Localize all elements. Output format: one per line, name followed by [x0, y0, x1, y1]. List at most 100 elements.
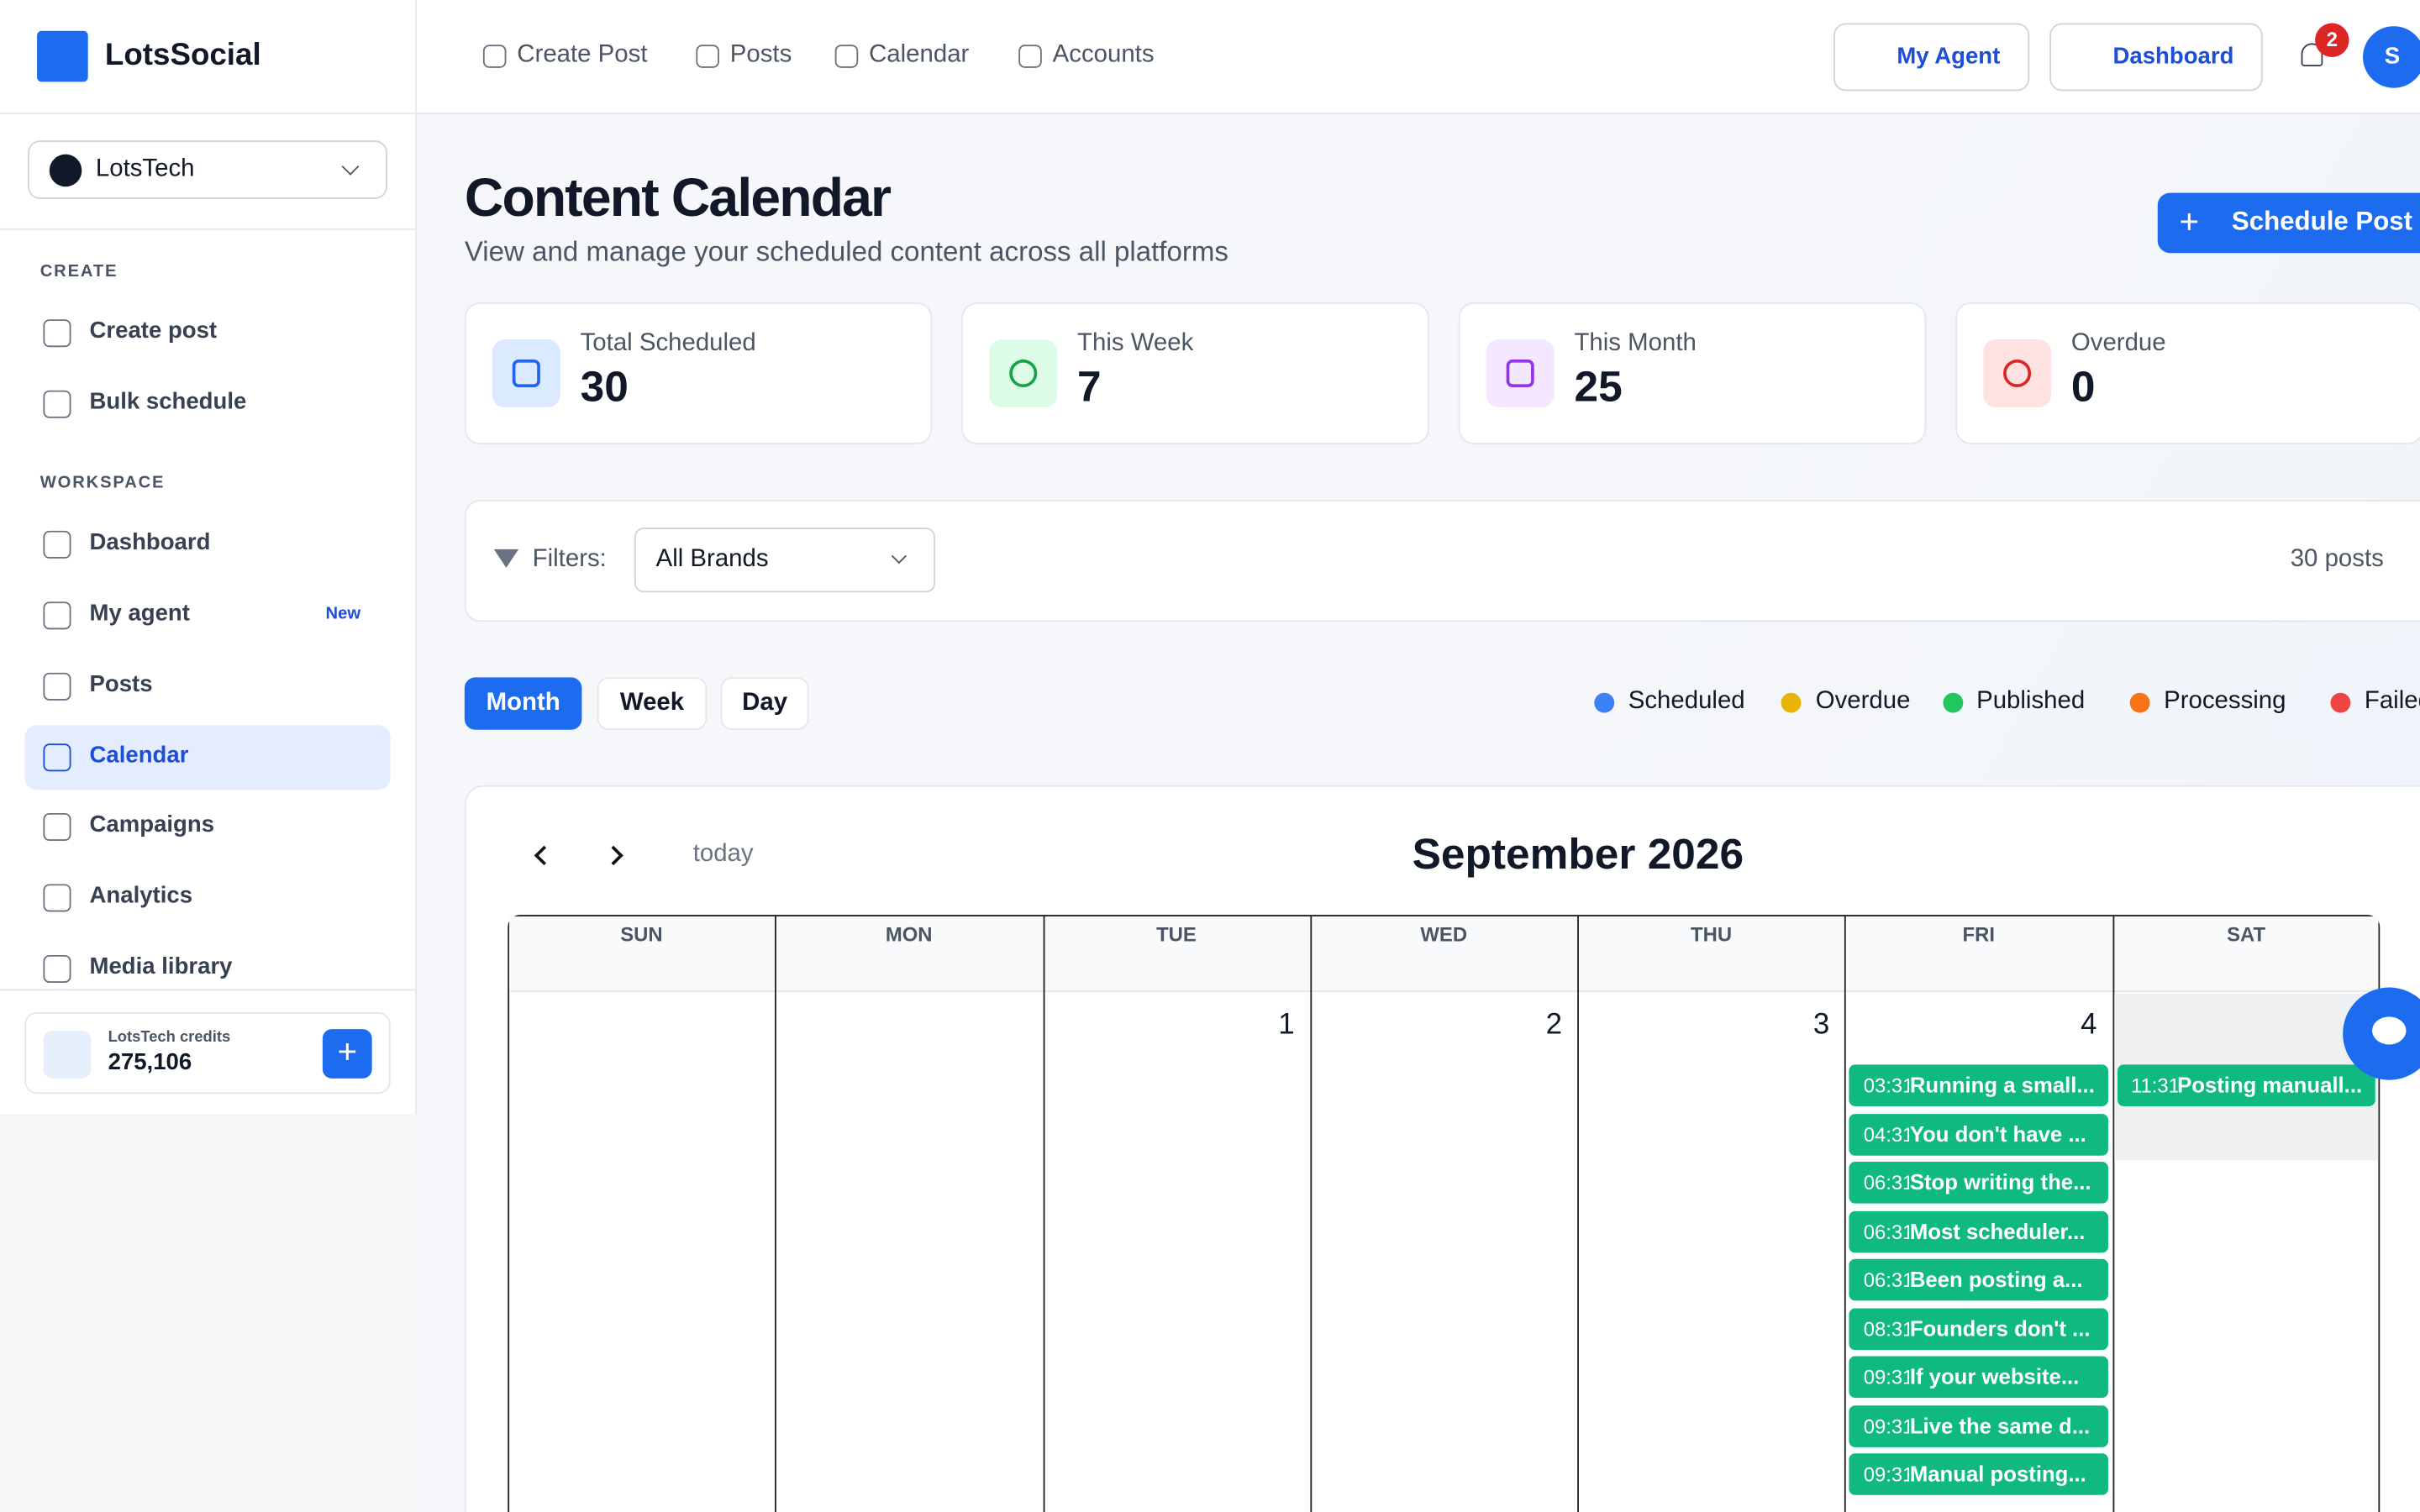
nav-icon — [43, 743, 71, 771]
event-chip[interactable] — [1849, 1258, 2108, 1301]
nav-icon — [43, 954, 71, 983]
credits-label: LotsTech credits — [108, 1029, 231, 1047]
weekday: FRI — [1962, 922, 1996, 946]
event-title: Been posting a... — [1909, 1266, 2083, 1292]
brand-select-label: All Brands — [655, 546, 769, 573]
stat-glyph — [2003, 359, 2032, 388]
event-chip[interactable] — [2117, 1064, 2375, 1106]
workspace-name: LotsTech — [95, 155, 195, 182]
event-chip[interactable] — [1849, 1113, 2108, 1155]
stat-glyph — [1506, 359, 1534, 388]
legend-label: Scheduled — [1628, 688, 1745, 715]
stat-label: This Month — [1574, 330, 1697, 357]
brand-name: LotsSocial — [104, 38, 261, 73]
nav-link[interactable]: Calendar — [869, 41, 970, 68]
event-time: 06:31 — [1863, 1219, 1910, 1243]
event-title: Founders don't ... — [1909, 1315, 2091, 1341]
post-count: 30 posts — [2290, 546, 2384, 573]
legend-label: Published — [1976, 688, 2086, 715]
grid — [508, 915, 2381, 1512]
legend-dot — [2330, 692, 2351, 713]
credits-value: 275,106 — [108, 1048, 192, 1076]
view-toggle[interactable]: Day — [720, 677, 809, 730]
credits-icon — [43, 1030, 92, 1079]
view-toggle[interactable]: Week — [597, 677, 708, 730]
date-number: 3 — [1812, 1009, 1830, 1042]
nav-link[interactable]: Create Post — [517, 41, 648, 68]
nav-icon — [43, 601, 71, 630]
nav-icon — [482, 45, 507, 68]
nav-icon — [696, 45, 719, 68]
header-row — [509, 916, 2379, 993]
nav-item[interactable]: Media library — [89, 953, 233, 979]
bell[interactable] — [2301, 43, 2323, 66]
stat-glyph — [1009, 359, 1038, 388]
filter-icon — [493, 549, 519, 568]
month-title: September 2026 — [1412, 830, 1744, 879]
stat-glyph — [512, 359, 540, 388]
notification-count: 2 — [2315, 23, 2349, 57]
event-title: Running a small... — [1909, 1072, 2095, 1097]
weekday: WED — [1420, 922, 1468, 946]
view-toggle[interactable]: Month — [464, 677, 582, 730]
page-title: Content Calendar — [464, 168, 892, 228]
date-number: 1 — [1278, 1009, 1295, 1042]
stat-value: 25 — [1574, 362, 1623, 411]
page-subtitle: View and manage your scheduled content a… — [464, 236, 1228, 267]
legend-label: Processing — [2164, 688, 2286, 715]
date-number: 4 — [2081, 1009, 2097, 1042]
divider — [0, 989, 417, 991]
event-time: 06:31 — [1863, 1268, 1910, 1292]
divider — [0, 113, 417, 114]
nav-item[interactable]: Create post — [89, 318, 218, 344]
stat-icon — [492, 339, 560, 407]
nav-item[interactable]: Dashboard — [89, 529, 211, 556]
event-time: 06:31 — [1863, 1171, 1910, 1194]
event-chip[interactable] — [1849, 1356, 2108, 1399]
event-title: You don't have ... — [1909, 1121, 2086, 1146]
today-btn[interactable]: today — [692, 841, 754, 868]
nav-item[interactable]: My agent — [89, 600, 190, 627]
stat-icon — [1486, 339, 1555, 407]
my-agent-btn[interactable] — [1833, 23, 2030, 92]
event-chip[interactable] — [1849, 1307, 2108, 1350]
schedule-label: Schedule Post — [2231, 207, 2413, 237]
event-chip[interactable] — [1849, 1064, 2108, 1106]
badge: New — [325, 605, 361, 624]
event-chip[interactable] — [1849, 1453, 2108, 1495]
dashboard-btn[interactable] — [2049, 23, 2263, 92]
schedule-btn[interactable] — [2157, 192, 2420, 254]
event-chip[interactable] — [1849, 1404, 2108, 1446]
nav-link[interactable]: Accounts — [1052, 41, 1155, 68]
weekday: THU — [1690, 922, 1733, 946]
nav-icon — [43, 531, 71, 559]
nav-icon — [43, 813, 71, 842]
event-time: 09:31 — [1863, 1462, 1910, 1486]
nav-item[interactable]: Campaigns — [89, 811, 215, 838]
event-title: Most scheduler... — [1909, 1218, 2086, 1243]
event-chip[interactable] — [1849, 1210, 2108, 1252]
stat-label: Overdue — [2070, 330, 2166, 357]
legend-label: Overdue — [1815, 688, 1911, 715]
nav-item[interactable]: Calendar — [89, 741, 189, 768]
event-time: 04:31 — [1863, 1122, 1910, 1146]
legend-dot — [2129, 692, 2150, 713]
workspace-logo — [49, 154, 82, 187]
stat-value: 30 — [580, 362, 629, 411]
grid-line — [1577, 915, 1580, 1512]
weekday: SUN — [620, 922, 663, 946]
workspace-select[interactable] — [28, 140, 388, 199]
nav-item[interactable]: Bulk schedule — [89, 388, 247, 415]
legend-dot — [1594, 692, 1615, 713]
nav-item[interactable]: Posts — [89, 670, 153, 697]
event-time: 11:31 — [2130, 1074, 2178, 1097]
brand-select[interactable] — [634, 528, 936, 593]
nav-link[interactable]: Posts — [729, 41, 792, 68]
nav-icon — [43, 884, 71, 912]
avatar[interactable]: S — [2363, 26, 2420, 88]
my-agent-label: My Agent — [1897, 43, 2001, 70]
nav-item[interactable]: Analytics — [89, 882, 193, 909]
legend-dot — [1781, 692, 1802, 713]
add-credits[interactable]: + — [322, 1029, 372, 1079]
event-chip[interactable] — [1849, 1162, 2108, 1204]
